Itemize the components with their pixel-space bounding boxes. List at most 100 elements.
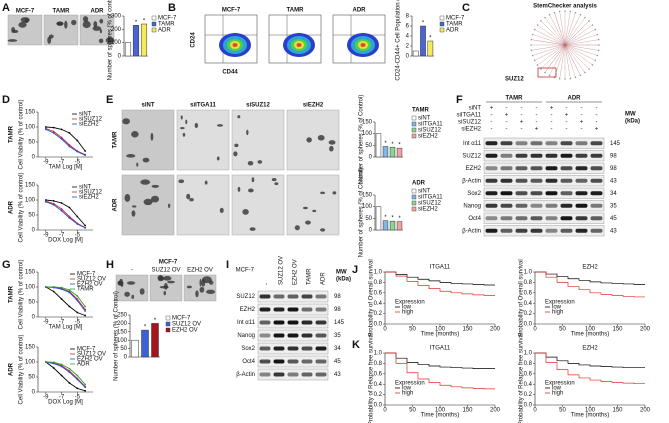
band [315,320,327,325]
y-tick-label: 50 [120,346,127,352]
y-tick-label: 100 [25,198,36,204]
legend-title: Expression [545,381,575,387]
series-line [45,286,86,307]
point [60,138,63,140]
micrograph [231,174,285,236]
y-tick-label: 0.4 [374,382,383,388]
point [52,132,55,134]
point [60,208,63,210]
mw-label: 98 [610,153,617,159]
y-tick-label: 100 [25,285,36,291]
y-tick-label: 1.0 [524,270,533,276]
band [560,178,573,183]
sign: - [536,113,538,119]
protein-label: Oct4 [242,359,255,365]
panel-letter: J [352,264,358,276]
x-tick-label: 200 [490,327,501,333]
network-node [530,49,533,52]
panel-letter: F [456,94,463,106]
plot-label: ADR [353,8,367,14]
sphere [163,290,167,296]
bar [396,221,403,231]
legend-swatch [151,21,157,27]
sign: - [566,120,568,126]
network-node [544,71,546,74]
band [530,166,543,171]
chart-title: StemChecker analysis [533,4,597,10]
legend-title: Expression [395,381,425,387]
sphere [131,205,137,208]
point [76,311,79,314]
sphere [92,26,102,31]
protein-label: Sox2 [241,346,255,352]
band [515,191,528,196]
sphere [124,291,130,297]
mw-label: 34 [334,346,341,352]
sphere [274,182,279,186]
band [560,191,573,196]
band [485,216,498,221]
point [52,200,55,202]
legend-label: high [402,391,413,397]
y-tick-label: 1.0 [374,270,383,276]
legend-label: TAMR [158,22,175,28]
chart-title: TAMR [412,108,430,114]
mw-header: MW [336,270,347,276]
sphere [249,227,256,231]
axis-label: Number of spheres (% of Control) [114,291,120,381]
sphere [98,38,104,44]
sphere [158,276,165,281]
y-tick-label: 50 [28,140,35,146]
sphere [167,203,171,208]
point [44,126,47,128]
network-edge [532,34,566,46]
legend-label: siSUZ12 [418,201,442,207]
band [560,141,573,146]
x-tick-label: 0 [533,408,537,414]
y-tick-label: 0.6 [374,371,383,377]
chart-title: ITGA11 [430,265,451,271]
sphere [329,145,334,152]
sphere [182,132,186,137]
point [52,286,55,288]
bar [412,50,419,57]
point [52,290,55,293]
sphere [185,119,188,125]
network-node [596,54,599,57]
band [575,191,588,196]
legend-label: MCF-7 [446,16,465,22]
image-label: ADR [91,9,105,15]
x-tick-label: -9 [43,160,49,166]
legend-label: SUZ12 OV [172,322,201,328]
x-axis-label: TAM Log [M] [49,325,83,331]
mw-label: 34 [610,191,617,197]
band [273,333,285,338]
network-node [544,16,546,19]
y-tick-label: 6 [406,24,410,30]
column-label: siEZH2 [303,103,324,109]
point [52,130,55,133]
point [68,371,71,374]
band [259,333,271,338]
lane-label: TAMR [307,268,313,285]
blot-strip [483,200,605,212]
y-tick-label: 0.0 [524,322,533,328]
sphere [320,191,326,195]
bar [396,147,403,158]
point [60,288,63,290]
band [485,141,498,146]
y-tick-label: 0.8 [374,280,383,286]
point [68,382,71,384]
sign: - [596,113,598,119]
y-tick-label: 1.0 [524,351,533,357]
sphere [131,131,139,138]
band [530,178,543,183]
sign: + [595,127,599,133]
y-tick-label: 0.6 [374,290,383,296]
point [68,206,71,209]
y-tick-label: 8 [406,14,410,20]
y-tick-label: 0.2 [374,311,383,317]
axis-label: Cell Viability (% of control) [19,173,25,243]
series-line [45,200,86,228]
legend-label: siNT [79,185,92,191]
